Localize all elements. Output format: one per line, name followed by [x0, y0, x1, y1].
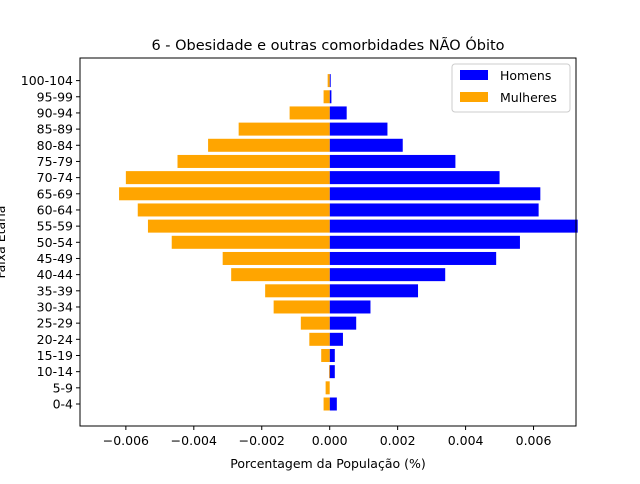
y-axis-label: Faixa Etária [0, 206, 8, 279]
y-tick-label: 100-104 [21, 73, 73, 88]
bar-mulheres-85-89 [238, 122, 330, 136]
y-tick-label: 75-79 [37, 154, 73, 169]
bar-mulheres-10-14 [329, 365, 330, 379]
bar-mulheres-75-79 [177, 154, 330, 168]
x-tick-label: 0.006 [516, 433, 552, 448]
bar-homens-85-89 [329, 122, 388, 136]
legend: Homens Mulheres [451, 63, 571, 113]
legend-label-homens: Homens [500, 68, 551, 83]
bars-group [119, 74, 578, 411]
x-tick-label: −0.002 [239, 433, 285, 448]
bar-homens-100-104 [329, 74, 331, 88]
legend-swatch-mulheres [460, 92, 488, 102]
bar-mulheres-20-24 [309, 332, 330, 346]
bar-homens-60-64 [329, 203, 539, 217]
bar-mulheres-55-59 [147, 219, 330, 233]
y-tick-label: 35-39 [37, 283, 73, 298]
y-tick-label: 40-44 [37, 267, 73, 282]
bar-homens-0-4 [329, 397, 337, 411]
bar-homens-35-39 [329, 284, 419, 298]
bar-mulheres-5-9 [325, 381, 330, 395]
y-tick-label: 5-9 [53, 380, 73, 395]
bar-homens-45-49 [329, 251, 497, 265]
y-tick-label: 90-94 [37, 105, 73, 120]
bar-homens-30-34 [329, 300, 371, 314]
bar-mulheres-35-39 [265, 284, 330, 298]
y-tick-label: 80-84 [37, 138, 73, 153]
y-tick-label: 15-19 [37, 348, 73, 363]
y-tick-label: 60-64 [37, 202, 73, 217]
y-tick-label: 95-99 [37, 89, 73, 104]
bar-mulheres-70-74 [125, 171, 330, 185]
y-tick-label: 25-29 [37, 316, 73, 331]
legend-label-mulheres: Mulheres [500, 90, 557, 105]
y-tick-label: 65-69 [37, 186, 73, 201]
bar-mulheres-65-69 [119, 187, 330, 201]
bar-mulheres-50-54 [171, 235, 330, 249]
x-axis: −0.006 −0.004 −0.002 0.000 0.002 0.004 0.006 [103, 426, 552, 448]
x-tick-label: 0.004 [448, 433, 484, 448]
bar-homens-95-99 [329, 90, 332, 104]
x-tick-label: −0.004 [171, 433, 217, 448]
x-tick-label: −0.006 [103, 433, 149, 448]
bar-mulheres-45-49 [222, 251, 330, 265]
y-tick-label: 20-24 [37, 332, 73, 347]
y-tick-label: 45-49 [37, 251, 73, 266]
bar-mulheres-60-64 [137, 203, 330, 217]
y-tick-label: 30-34 [37, 299, 73, 314]
bar-homens-40-44 [329, 268, 446, 282]
bar-homens-20-24 [329, 332, 343, 346]
bar-homens-80-84 [329, 138, 403, 152]
bar-homens-25-29 [329, 316, 357, 330]
bar-homens-75-79 [329, 154, 456, 168]
legend-swatch-homens [460, 70, 488, 80]
y-tick-label: 0-4 [53, 397, 73, 412]
chart-title: 6 - Obesidade e outras comorbidades NÃO … [151, 36, 504, 54]
bar-mulheres-100-104 [327, 74, 330, 88]
bar-mulheres-15-19 [321, 348, 330, 362]
y-tick-label: 10-14 [37, 364, 73, 379]
x-axis-label: Porcentagem da População (%) [230, 456, 426, 471]
x-tick-label: 0.002 [380, 433, 416, 448]
bar-mulheres-90-94 [289, 106, 330, 120]
bar-homens-50-54 [329, 235, 520, 249]
bar-homens-90-94 [329, 106, 347, 120]
y-tick-label: 70-74 [37, 170, 73, 185]
bar-mulheres-0-4 [323, 397, 330, 411]
bar-mulheres-25-29 [300, 316, 330, 330]
bar-homens-15-19 [329, 348, 335, 362]
x-tick-label: 0.000 [312, 433, 348, 448]
bar-mulheres-95-99 [323, 90, 330, 104]
bar-homens-65-69 [329, 187, 541, 201]
bar-homens-70-74 [329, 171, 500, 185]
y-tick-label: 50-54 [37, 235, 73, 250]
bar-mulheres-80-84 [208, 138, 330, 152]
bar-homens-10-14 [329, 365, 335, 379]
bar-mulheres-40-44 [231, 268, 330, 282]
bar-homens-55-59 [329, 219, 578, 233]
bar-mulheres-30-34 [273, 300, 330, 314]
y-tick-label: 55-59 [37, 219, 73, 234]
y-tick-label: 85-89 [37, 122, 73, 137]
